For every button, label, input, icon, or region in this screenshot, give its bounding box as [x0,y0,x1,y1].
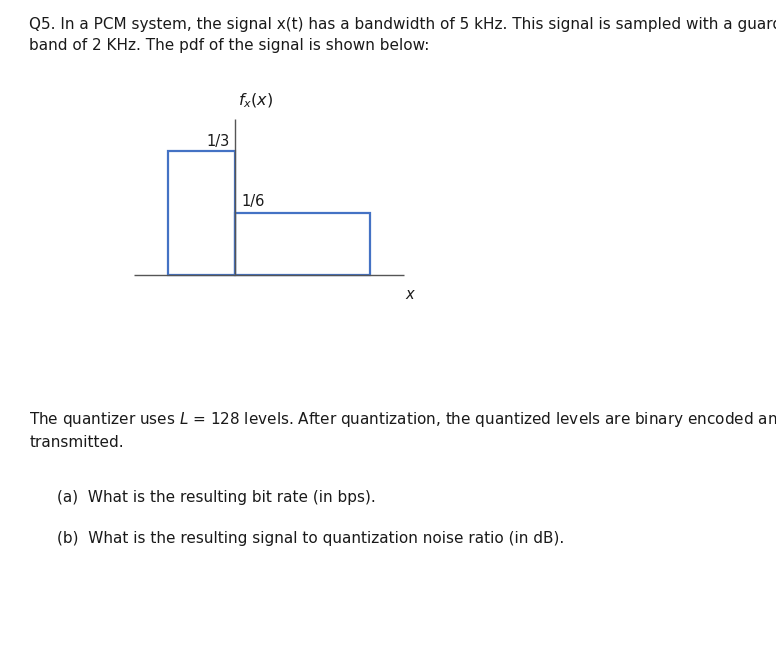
Text: (b)  What is the resulting signal to quantization noise ratio (in dB).: (b) What is the resulting signal to quan… [57,530,564,546]
Bar [235,213,370,275]
Bar [168,151,235,275]
Text: x: x [405,287,414,302]
Text: 1/3: 1/3 [206,134,230,150]
Text: $f_x(x)$: $f_x(x)$ [237,92,273,110]
Text: The quantizer uses $L$ = 128 levels. After quantization, the quantized levels ar: The quantizer uses $L$ = 128 levels. Aft… [29,409,776,450]
Text: Q5. In a PCM system, the signal x(t) has a bandwidth of 5 kHz. This signal is sa: Q5. In a PCM system, the signal x(t) has… [29,17,776,53]
Text: (a)  What is the resulting bit rate (in bps).: (a) What is the resulting bit rate (in b… [57,490,376,505]
Text: 1/6: 1/6 [242,194,265,208]
